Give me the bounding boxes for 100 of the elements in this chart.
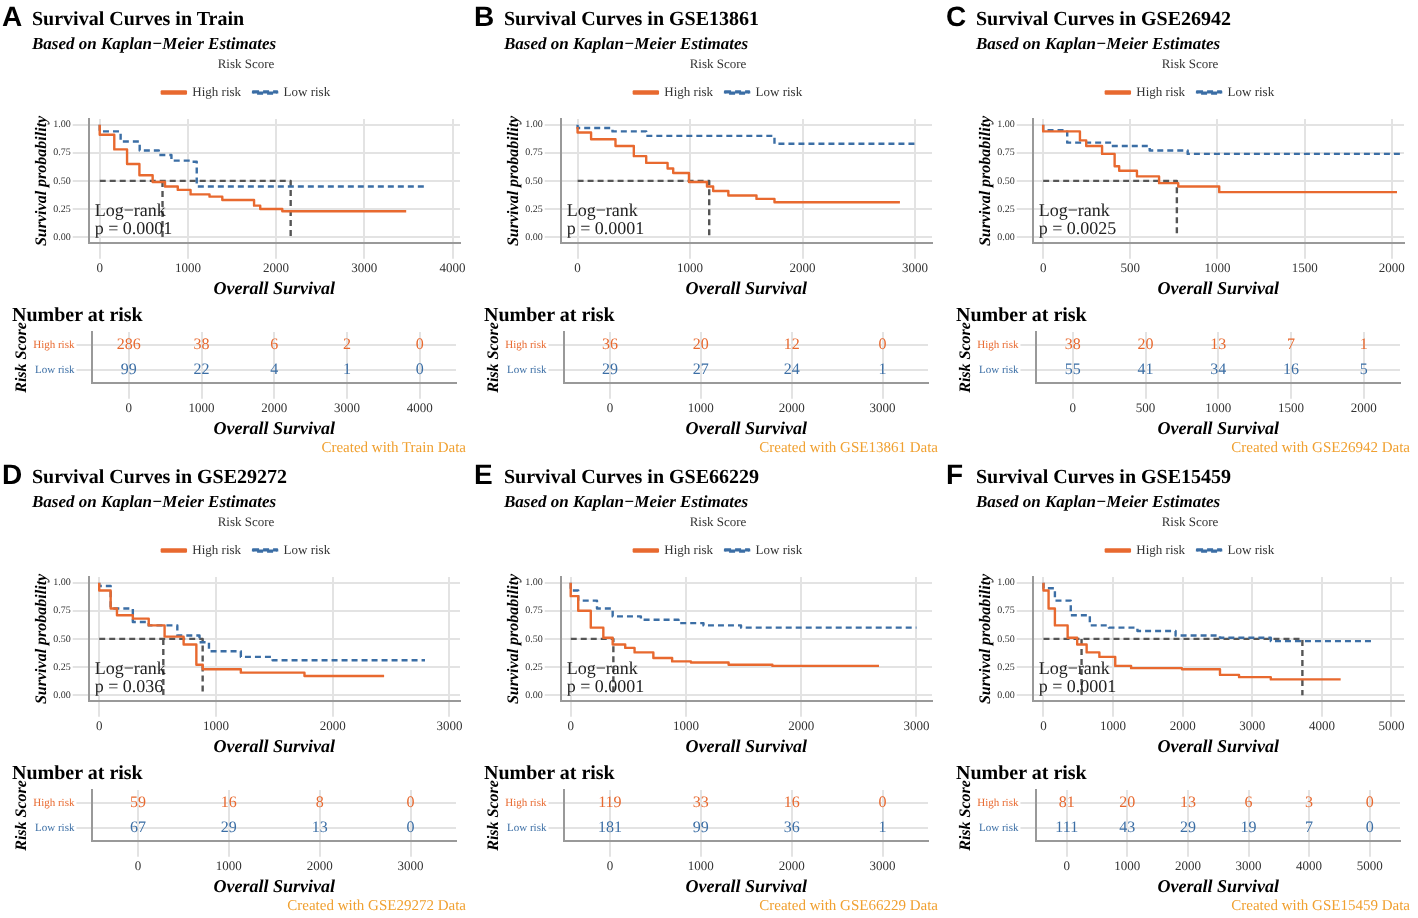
data-label: 0 (1365, 818, 1374, 837)
text: C (946, 0, 967, 32)
data-label: 16 (220, 792, 237, 811)
chart-title: Survival Curves in Train (32, 9, 245, 32)
y-axis-title: Survival probability (975, 114, 994, 247)
data-label: 2 (342, 334, 351, 353)
x-axis-title: Overall Survival (213, 735, 337, 756)
y-axis-title: Risk Score (955, 779, 974, 853)
x-axis-title: Overall Survival (213, 277, 337, 298)
annotation: p = 0.0001 (566, 217, 645, 238)
data-label: 81 (1058, 792, 1075, 811)
data-label: 0 (415, 360, 424, 379)
chart-subtitle: Based on Kaplan−Meier Estimates (30, 32, 278, 53)
y-axis-title: Risk Score (955, 321, 974, 395)
chart-title: Survival Curves in GSE13861 (504, 9, 760, 32)
data-label: 29 (1179, 818, 1196, 837)
text: D (2, 457, 23, 490)
data-label: 36 (601, 334, 618, 353)
data-label: 0 (878, 334, 887, 353)
data-label: 33 (692, 792, 709, 811)
data-label: 27 (692, 360, 709, 379)
chart-subtitle: Based on Kaplan−Meier Estimates (974, 32, 1222, 53)
data-label: 4 (270, 360, 279, 379)
annotation: p = 0.0001 (1038, 675, 1117, 696)
data-label: 0 (878, 792, 887, 811)
annotation: p = 0.0025 (1038, 217, 1118, 238)
x-axis-title: Overall Survival (685, 735, 809, 756)
annotation: p = 0.0001 (566, 675, 645, 696)
text: B (474, 0, 495, 32)
data-label: 13 (311, 818, 328, 837)
data-label: 119 (598, 792, 622, 811)
data-label: 0 (415, 334, 424, 353)
data-label: 67 (129, 818, 146, 837)
y-axis-title: Survival probability (503, 572, 522, 705)
annotation: Log−rank (1038, 199, 1111, 220)
data-label: 29 (601, 360, 618, 379)
data-label: 16 (1282, 360, 1299, 379)
text: A (2, 0, 23, 32)
x-axis-title: Overall Survival (685, 875, 808, 896)
data-label: 0 (406, 792, 415, 811)
chart-title: Survival Curves in GSE26942 (976, 9, 1232, 32)
data-label: 6 (1244, 792, 1253, 811)
data-label: 38 (193, 334, 210, 353)
data-label: 3 (1305, 792, 1314, 811)
x-axis-title: Overall Survival (213, 417, 336, 438)
data-label: 41 (1137, 360, 1154, 379)
data-label: 19 (1240, 818, 1257, 837)
data-label: 1 (878, 360, 887, 379)
data-label: 181 (597, 818, 622, 837)
data-label: 29 (220, 818, 237, 837)
data-label: 6 (270, 334, 279, 353)
y-axis-title: Survival probability (31, 114, 50, 247)
data-label: 20 (1119, 792, 1136, 811)
data-label: 0 (406, 818, 415, 837)
data-label: 59 (129, 792, 146, 811)
y-axis-title: Risk Score (11, 779, 30, 853)
y-axis-title: Risk Score (11, 321, 30, 395)
x-axis-title: Overall Survival (213, 875, 336, 896)
data-label: 38 (1064, 334, 1081, 353)
data-label: 36 (783, 818, 800, 837)
annotation: p = 0.036 (94, 675, 165, 696)
x-axis-title: Overall Survival (1157, 875, 1280, 896)
data-label: 20 (1137, 334, 1154, 353)
y-axis-title: Survival probability (31, 572, 50, 705)
annotation: Log−rank (566, 657, 639, 678)
data-label: 7 (1305, 818, 1314, 837)
data-label: 99 (120, 360, 137, 379)
data-label: 1 (878, 818, 887, 837)
annotation: Log−rank (94, 657, 167, 678)
data-label: 5 (1359, 360, 1368, 379)
x-axis-title: Overall Survival (685, 277, 809, 298)
data-label: 55 (1064, 360, 1081, 379)
chart-title: Survival Curves in GSE66229 (504, 467, 760, 490)
chart-subtitle: Based on Kaplan−Meier Estimates (30, 490, 278, 511)
data-label: 7 (1286, 334, 1295, 353)
x-axis-title: Overall Survival (1157, 735, 1281, 756)
data-label: 8 (315, 792, 324, 811)
data-label: 22 (193, 360, 210, 379)
x-axis-title: Overall Survival (685, 417, 808, 438)
data-label: 286 (116, 334, 141, 353)
data-label: 12 (783, 334, 800, 353)
chart-title: Survival Curves in GSE29272 (32, 467, 288, 490)
data-label: 0 (1365, 792, 1374, 811)
data-label: 13 (1179, 792, 1196, 811)
x-axis-title: Overall Survival (1157, 417, 1280, 438)
data-label: 111 (1055, 818, 1079, 837)
data-label: 43 (1119, 818, 1136, 837)
data-label: 16 (783, 792, 800, 811)
y-axis-title: Survival probability (975, 572, 994, 705)
data-label: 1 (1359, 334, 1368, 353)
chart-subtitle: Based on Kaplan−Meier Estimates (502, 490, 750, 511)
annotation: Log−rank (1038, 657, 1111, 678)
text: F (946, 457, 964, 490)
annotation: Log−rank (94, 199, 167, 220)
text: E (474, 457, 493, 490)
chart-subtitle: Based on Kaplan−Meier Estimates (502, 32, 750, 53)
y-axis-title: Survival probability (503, 114, 522, 247)
y-axis-title: Risk Score (483, 321, 502, 395)
data-label: 13 (1210, 334, 1227, 353)
y-axis-title: Risk Score (483, 779, 502, 853)
